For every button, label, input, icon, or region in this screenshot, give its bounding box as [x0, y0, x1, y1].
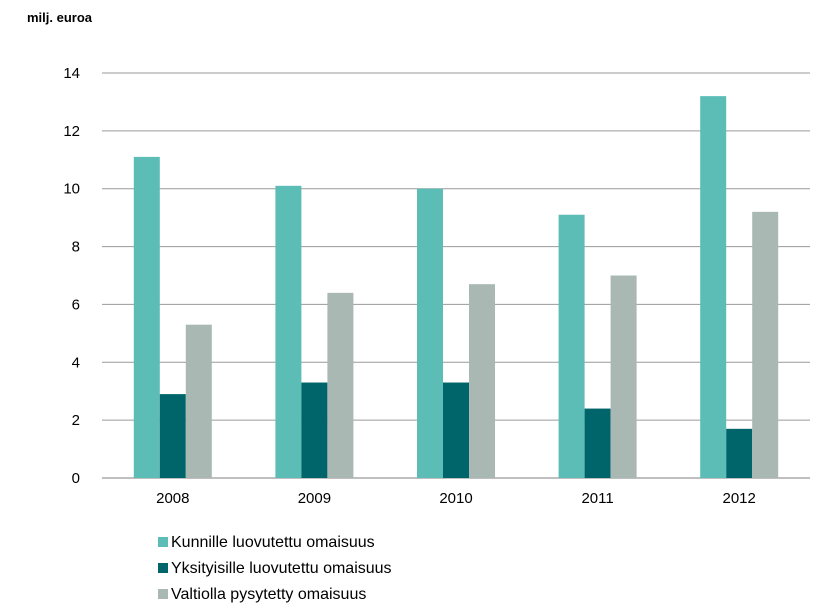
bar — [752, 211, 779, 478]
y-tick-label: 6 — [72, 296, 80, 313]
legend-entry: Kunnille luovutettu omaisuus — [171, 534, 375, 551]
bar — [133, 156, 160, 478]
legend-swatch — [158, 537, 168, 547]
gridlines — [102, 72, 810, 479]
y-tick-label: 12 — [63, 123, 80, 140]
legend-entry: Yksityisille luovutettu omaisuus — [171, 560, 392, 577]
bar — [700, 96, 727, 479]
y-tick-label: 2 — [72, 412, 80, 429]
y-axis-unit-label: milj. euroa — [27, 10, 93, 25]
y-axis-ticks: 0 2 4 6 8 10 12 14 — [63, 65, 80, 487]
bar — [443, 382, 469, 478]
bar — [584, 408, 611, 478]
bar — [469, 284, 495, 478]
x-tick-label: 2012 — [723, 490, 756, 507]
bar — [185, 324, 212, 478]
bar — [159, 394, 186, 478]
y-tick-label: 4 — [72, 354, 80, 371]
legend-swatch — [158, 563, 168, 573]
y-tick-label: 14 — [63, 65, 80, 82]
bar — [301, 382, 328, 478]
x-tick-label: 2008 — [156, 490, 189, 507]
bar — [558, 214, 585, 478]
y-tick-label: 10 — [63, 181, 80, 198]
legend-entry: Valtiolla pysytetty omaisuus — [171, 586, 366, 603]
bar — [327, 292, 354, 478]
legend: Kunnille luovutettu omaisuus Yksityisille… — [158, 534, 392, 603]
x-axis-ticks: 2008 2009 2010 2011 2012 — [156, 490, 756, 507]
bar — [417, 188, 443, 478]
bars — [133, 96, 779, 479]
bar — [610, 275, 637, 478]
y-tick-label: 8 — [72, 239, 80, 256]
x-tick-label: 2009 — [298, 490, 331, 507]
x-tick-label: 2011 — [581, 490, 613, 507]
bar — [726, 428, 753, 478]
bar — [275, 185, 302, 479]
x-tick-label: 2010 — [439, 490, 472, 507]
legend-swatch — [158, 589, 168, 599]
y-tick-label: 0 — [72, 470, 80, 487]
